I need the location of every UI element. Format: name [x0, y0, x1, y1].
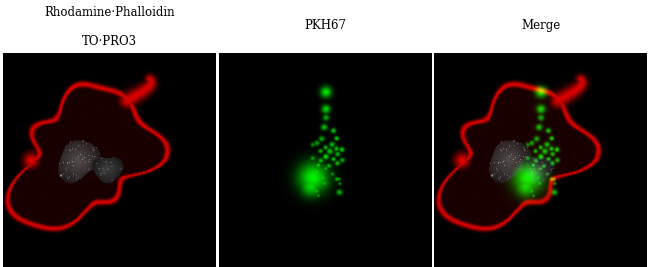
Text: PKH67: PKH67: [304, 19, 346, 32]
Text: Rhodamine·Phalloidin: Rhodamine·Phalloidin: [44, 6, 175, 19]
Text: Merge: Merge: [521, 19, 560, 32]
Text: TO·PRO3: TO·PRO3: [82, 35, 137, 48]
